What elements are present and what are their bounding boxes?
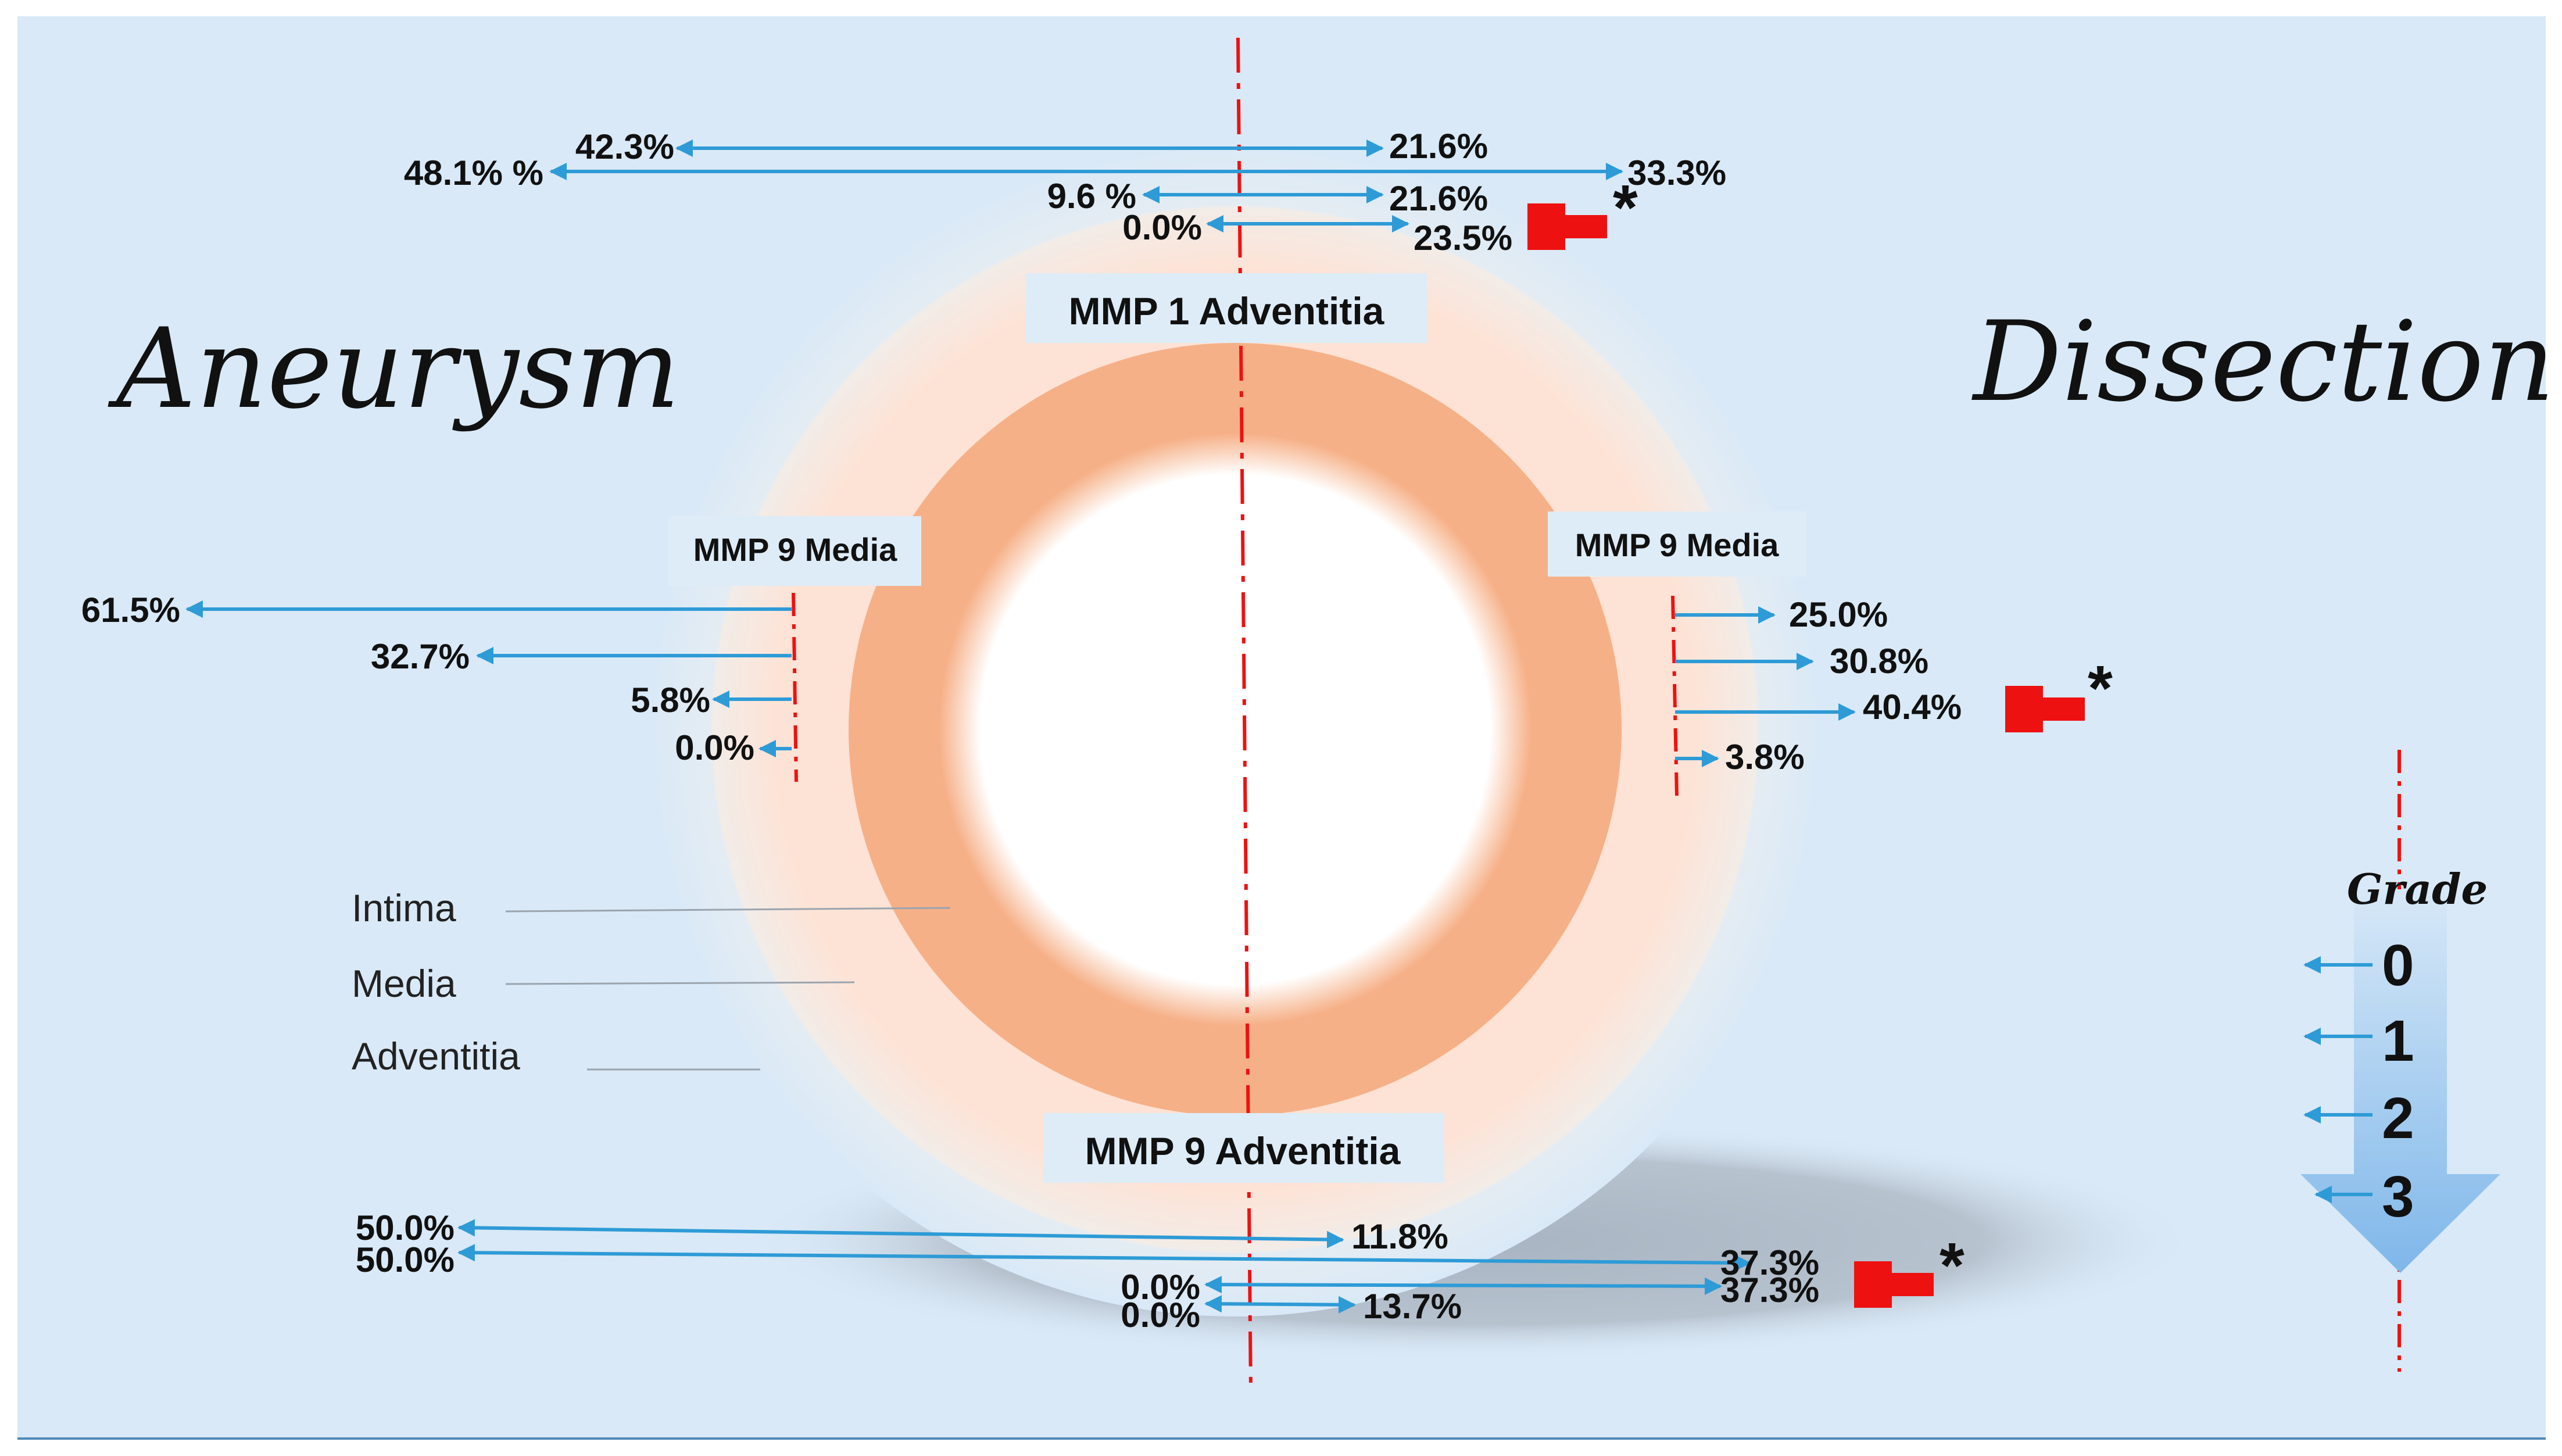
mmp9-media-aneurysm-grade2: 5.8% <box>631 681 710 720</box>
layer-legend: Intima Media Adventitia <box>352 886 951 1078</box>
mmp1-dissection-grade1: 33.3% <box>1627 153 1726 192</box>
mmp1-adventitia-group: 42.3% 48.1% % 9.6 % 0.0% 21.6% 33.3% 21.… <box>404 127 1726 343</box>
mmp9-adv-aneurysm-grade2: 0.0% <box>1121 1268 1200 1307</box>
mmp9-adv-significance-arrow <box>1854 1261 1934 1308</box>
mmp9-media-dissection-grade0: 25.0% <box>1789 595 1888 634</box>
grade-3-label: 3 <box>2382 1164 2414 1229</box>
mmp9-adv-aneurysm-grade0: 50.0% <box>356 1208 455 1247</box>
mmp9-adventitia-label-box <box>1043 1113 1444 1183</box>
mmp9-media-aneurysm-grade0: 61.5% <box>81 591 180 629</box>
mmp9-adv-aneurysm-grade3: 0.0% <box>1121 1296 1200 1335</box>
grade-down-arrow <box>2300 889 2500 1273</box>
mmp9-media-dissection-grade1: 30.8% <box>1830 642 1928 681</box>
mmp1-aneurysm-grade2: 9.6 % <box>1047 177 1136 216</box>
mmp9-adv-dissection-grade2: 37.3% <box>1720 1271 1819 1310</box>
aneurysm-title: Aneurysm <box>108 305 680 433</box>
mmp1-dissection-grade2: 21.6% <box>1389 179 1488 218</box>
mmp9-adv-dissection-grade3: 13.7% <box>1363 1287 1462 1326</box>
mmp9-media-right-label: MMP 9 Media <box>1575 527 1779 563</box>
mmp1-label-box <box>1026 273 1427 343</box>
legend-media: Media <box>352 962 456 1005</box>
mmp9-adv-arrow-grade2 <box>1204 1276 1722 1295</box>
legend-adventitia: Adventitia <box>352 1035 520 1078</box>
legend-intima: Intima <box>352 886 456 929</box>
mmp9-adv-aneurysm-grade1: 50.0% <box>356 1240 455 1279</box>
mmp9-adv-dissection-grade0: 11.8% <box>1351 1217 1448 1256</box>
mmp9-adv-arrow-grade1 <box>457 1244 1751 1272</box>
mmp9-media-aneurysm-grade1: 32.7% <box>371 637 470 676</box>
mmp1-aneurysm-grade3: 0.0% <box>1122 208 1202 247</box>
mmp9-adv-dissection-grade1: 37.3% <box>1720 1243 1819 1282</box>
mmp9-media-dissection-grade3: 3.8% <box>1725 738 1805 777</box>
mmp9-media-right-box <box>1548 511 1806 577</box>
mmp9-media-left-box <box>668 516 921 586</box>
mmp9-media-left-label: MMP 9 Media <box>693 531 897 568</box>
mmp1-dissection-grade3: 23.5% <box>1414 219 1512 257</box>
mmp1-aneurysm-grade0: 42.3% <box>575 127 674 166</box>
grade-2-label: 2 <box>2382 1086 2414 1151</box>
mmp9-adv-arrow-grade3 <box>1204 1295 1356 1314</box>
lumen <box>939 433 1532 1026</box>
mmp9-media-dissection-grade2: 40.4% <box>1863 688 1962 727</box>
mmp9-media-aneurysm-group: MMP 9 Media 61.5% 32.7% 5.8% 0.0% <box>81 516 921 782</box>
legend-intima-line <box>505 907 951 913</box>
dissection-title: Dissection <box>1971 298 2555 426</box>
mmp1-significance-star: * <box>1613 172 1638 244</box>
grade-1-label: 1 <box>2382 1008 2414 1074</box>
grade-scale: Grade 0 1 2 3 <box>2300 750 2500 1372</box>
mmp9-adv-arrow-grade0 <box>457 1219 1344 1248</box>
mmp1-label: MMP 1 Adventitia <box>1069 289 1385 332</box>
mmp9-media-left-axis <box>792 592 798 782</box>
grade-0-label: 0 <box>2382 933 2414 998</box>
mmp1-significance-arrow <box>1527 203 1607 250</box>
mmp9-adv-significance-star: * <box>1940 1230 1965 1301</box>
mmp9-media-significance-star: * <box>2088 653 2113 724</box>
mmp9-media-significance-arrow <box>2005 686 2085 732</box>
mmp1-dissection-grade0: 21.6% <box>1389 127 1488 166</box>
mmp1-aneurysm-grade1: 48.1% % <box>404 153 543 192</box>
mmp9-media-right-axis <box>1671 595 1679 797</box>
grade-title: Grade <box>2347 864 2488 914</box>
mmp9-media-dissection-group: MMP 9 Media 25.0% 30.8% 40.4% 3.8% * <box>1548 511 2113 797</box>
mmp9-adventitia-group: MMP 9 Adventitia 50.0% 50.0% 0.0% 0.0% 1… <box>356 1113 1965 1335</box>
mmp9-media-aneurysm-grade3: 0.0% <box>675 728 754 767</box>
mmp9-adventitia-label: MMP 9 Adventitia <box>1085 1129 1401 1172</box>
legend-media-line <box>505 981 855 985</box>
